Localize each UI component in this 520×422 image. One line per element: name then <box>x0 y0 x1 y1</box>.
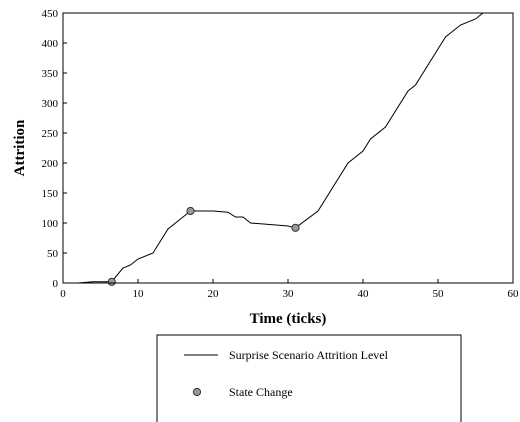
y-tick-label: 200 <box>42 158 59 170</box>
x-tick-label: 40 <box>358 288 370 300</box>
legend-label-state-change: State Change <box>229 385 293 399</box>
y-axis-title: Attrition <box>12 119 28 176</box>
attrition-series-line <box>63 12 484 284</box>
y-tick-label: 450 <box>42 8 59 20</box>
x-tick-label: 30 <box>283 288 295 300</box>
y-tick-label: 150 <box>42 188 59 200</box>
y-tick-label: 350 <box>42 68 59 80</box>
legend: Surprise Scenario Attrition Level State C… <box>156 334 462 422</box>
y-tick-label: 250 <box>42 128 59 140</box>
y-tick-label: 300 <box>42 98 59 110</box>
state-change-point <box>107 277 116 286</box>
x-tick-label: 0 <box>60 288 66 300</box>
x-tick-label: 10 <box>133 288 145 300</box>
x-tick-label: 20 <box>208 288 220 300</box>
x-tick-label: 60 <box>508 288 520 300</box>
legend-box <box>156 334 462 422</box>
x-axis-title: Time (ticks) <box>250 311 327 327</box>
legend-label-attrition: Surprise Scenario Attrition Level <box>229 348 389 362</box>
x-tick-label: 50 <box>433 288 445 300</box>
y-tick-label: 50 <box>47 248 59 260</box>
state-change-point <box>291 223 300 232</box>
y-tick-label: 400 <box>42 38 59 50</box>
y-tick-label: 0 <box>53 278 59 290</box>
y-tick-label: 100 <box>42 218 59 230</box>
plot-frame <box>62 12 514 284</box>
axes: 0 10 20 30 40 50 60 0 50 100 150 200 250 300 350 400 450 <box>42 8 520 300</box>
plot-area <box>63 12 484 286</box>
legend-marker-swatch <box>192 387 202 397</box>
state-change-point <box>186 206 195 216</box>
